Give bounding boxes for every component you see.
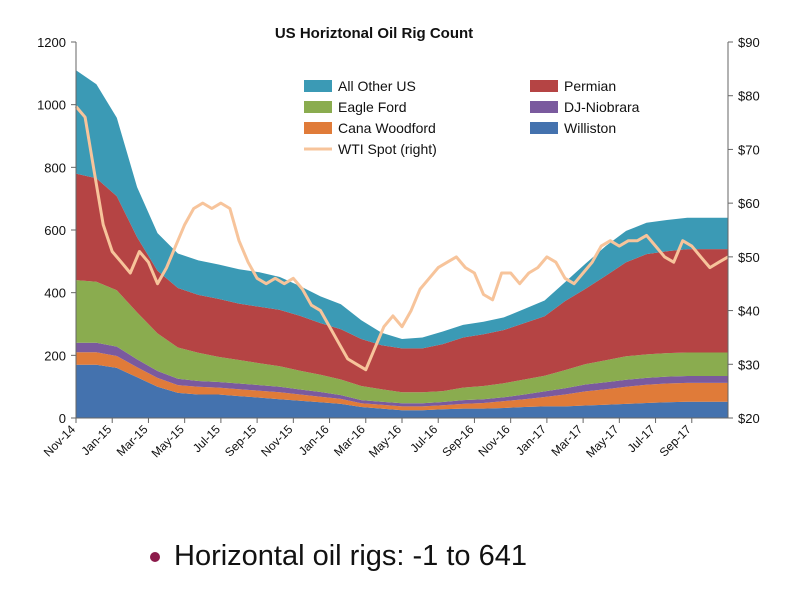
y-right-tick-label: $70 bbox=[738, 142, 760, 157]
legend-swatch-dj-niobrara bbox=[530, 101, 558, 113]
legend-swatch-permian bbox=[530, 80, 558, 92]
x-tick-label: Jul-16 bbox=[407, 422, 440, 455]
chart-title: US Horiztonal Oil Rig Count bbox=[275, 25, 473, 42]
legend: All Other US Permian Eagle Ford DJ-Niobrara… bbox=[304, 78, 640, 157]
y-left-tick-label: 400 bbox=[44, 286, 66, 301]
x-tick-label: Nov-14 bbox=[41, 422, 78, 459]
y-left-tick-label: 800 bbox=[44, 160, 66, 175]
y-left-tick-label: 0 bbox=[59, 411, 66, 426]
x-tick-label: Jul-17 bbox=[625, 422, 658, 455]
x-tick-label: Nov-15 bbox=[258, 422, 295, 459]
legend-swatch-cana-woodford bbox=[304, 122, 332, 134]
x-tick-label: Jan-15 bbox=[78, 422, 114, 458]
area-all-other-us bbox=[76, 70, 728, 349]
bullet-dot-icon bbox=[150, 551, 160, 562]
x-tick-label: Sep-16 bbox=[439, 422, 476, 459]
x-tick-label: May-15 bbox=[149, 422, 187, 460]
x-tick-label: Jan-16 bbox=[296, 422, 332, 458]
area-permian bbox=[76, 173, 728, 393]
y-left-tick-label: 600 bbox=[44, 223, 66, 238]
y-right-tick-label: $90 bbox=[738, 35, 760, 50]
x-tick-label: Nov-16 bbox=[476, 422, 513, 459]
legend-label: All Other US bbox=[338, 78, 416, 94]
summary-bullet: Horizontal oil rigs: -1 to 641 bbox=[150, 540, 527, 573]
x-tick-label: Jan-17 bbox=[513, 422, 549, 458]
y-right-tick-label: $20 bbox=[738, 411, 760, 426]
legend-label: DJ-Niobrara bbox=[564, 99, 640, 115]
area-williston bbox=[76, 364, 728, 418]
x-tick-label: May-17 bbox=[583, 422, 621, 460]
x-tick-label: Mar-15 bbox=[114, 422, 151, 459]
legend-label: Cana Woodford bbox=[338, 120, 436, 136]
summary-text: Horizontal oil rigs: -1 to 641 bbox=[174, 540, 527, 572]
legend-swatch-eagle-ford bbox=[304, 101, 332, 113]
x-tick-label: Jul-15 bbox=[190, 422, 223, 455]
y-left-tick-label: 1200 bbox=[37, 35, 66, 50]
x-tick-label: Sep-17 bbox=[657, 422, 694, 459]
x-tick-label: May-16 bbox=[366, 422, 404, 460]
x-tick-label: Mar-16 bbox=[331, 422, 368, 459]
y-left-tick-label: 1000 bbox=[37, 98, 66, 113]
legend-swatch-all-other-us bbox=[304, 80, 332, 92]
x-tick-label: Mar-17 bbox=[548, 422, 585, 459]
y-right-tick-label: $80 bbox=[738, 89, 760, 104]
x-tick-label: Sep-15 bbox=[222, 422, 259, 459]
legend-label: WTI Spot (right) bbox=[338, 141, 437, 157]
legend-label: Eagle Ford bbox=[338, 99, 406, 115]
plot-area bbox=[74, 70, 729, 418]
area-eagle-ford bbox=[76, 280, 728, 404]
legend-label: Williston bbox=[564, 120, 616, 136]
area-dj-niobrara bbox=[76, 342, 728, 407]
area-cana-woodford bbox=[76, 352, 728, 411]
y-left-tick-label: 200 bbox=[44, 348, 66, 363]
y-right-tick-label: $50 bbox=[738, 250, 760, 265]
legend-swatch-williston bbox=[530, 122, 558, 134]
y-right-tick-label: $30 bbox=[738, 357, 760, 372]
legend-label: Permian bbox=[564, 78, 616, 94]
y-right-tick-label: $60 bbox=[738, 196, 760, 211]
line-wti-spot bbox=[74, 105, 729, 372]
y-right-tick-label: $40 bbox=[738, 304, 760, 319]
